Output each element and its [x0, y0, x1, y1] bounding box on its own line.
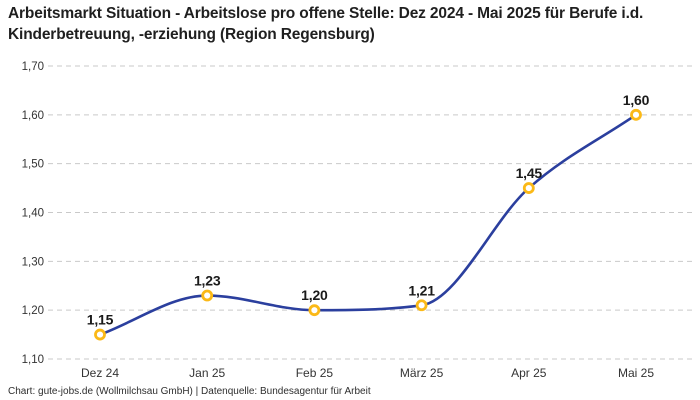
data-point-label: 1,20: [301, 287, 328, 303]
data-point-label: 1,45: [516, 165, 543, 181]
x-tick-label: Mai 25: [618, 366, 654, 380]
y-tick-label: 1,20: [22, 305, 44, 317]
data-point-marker: [630, 108, 642, 121]
data-point-marker: [94, 328, 106, 341]
y-tick-label: 1,10: [22, 354, 44, 366]
line-chart: 1,70 1,60 1,50 1,40 1,30 1,20 1,10 Dez 24 Jan 25…: [22, 61, 692, 380]
x-tick-label: März 25: [400, 366, 444, 380]
y-tick-label: 1,70: [22, 61, 44, 73]
x-tick-label: Jan 25: [189, 366, 225, 380]
x-tick-label: Feb 25: [296, 366, 334, 380]
chart-title: Arbeitsmarkt Situation - Arbeitslose pro…: [8, 5, 644, 43]
data-point-label: 1,15: [87, 312, 114, 328]
chart-footer-credit: Chart: gute-jobs.de (Wollmilchsau GmbH) …: [8, 386, 371, 397]
x-tick-label: Dez 24: [81, 366, 119, 380]
y-tick-label: 1,40: [22, 208, 44, 220]
data-point-marker: [201, 289, 214, 302]
data-point-label: 1,21: [408, 282, 435, 298]
data-point-marker: [522, 182, 535, 194]
y-tick-label: 1,30: [22, 256, 44, 268]
data-point-marker: [308, 304, 321, 317]
y-tick-label: 1,60: [22, 110, 44, 122]
data-point-label: 1,23: [194, 273, 221, 289]
series-line: [98, 113, 638, 336]
data-point-label: 1,60: [623, 92, 650, 108]
y-tick-label: 1,50: [22, 159, 44, 171]
x-tick-label: Apr 25: [511, 366, 547, 380]
data-point-marker: [415, 299, 428, 312]
